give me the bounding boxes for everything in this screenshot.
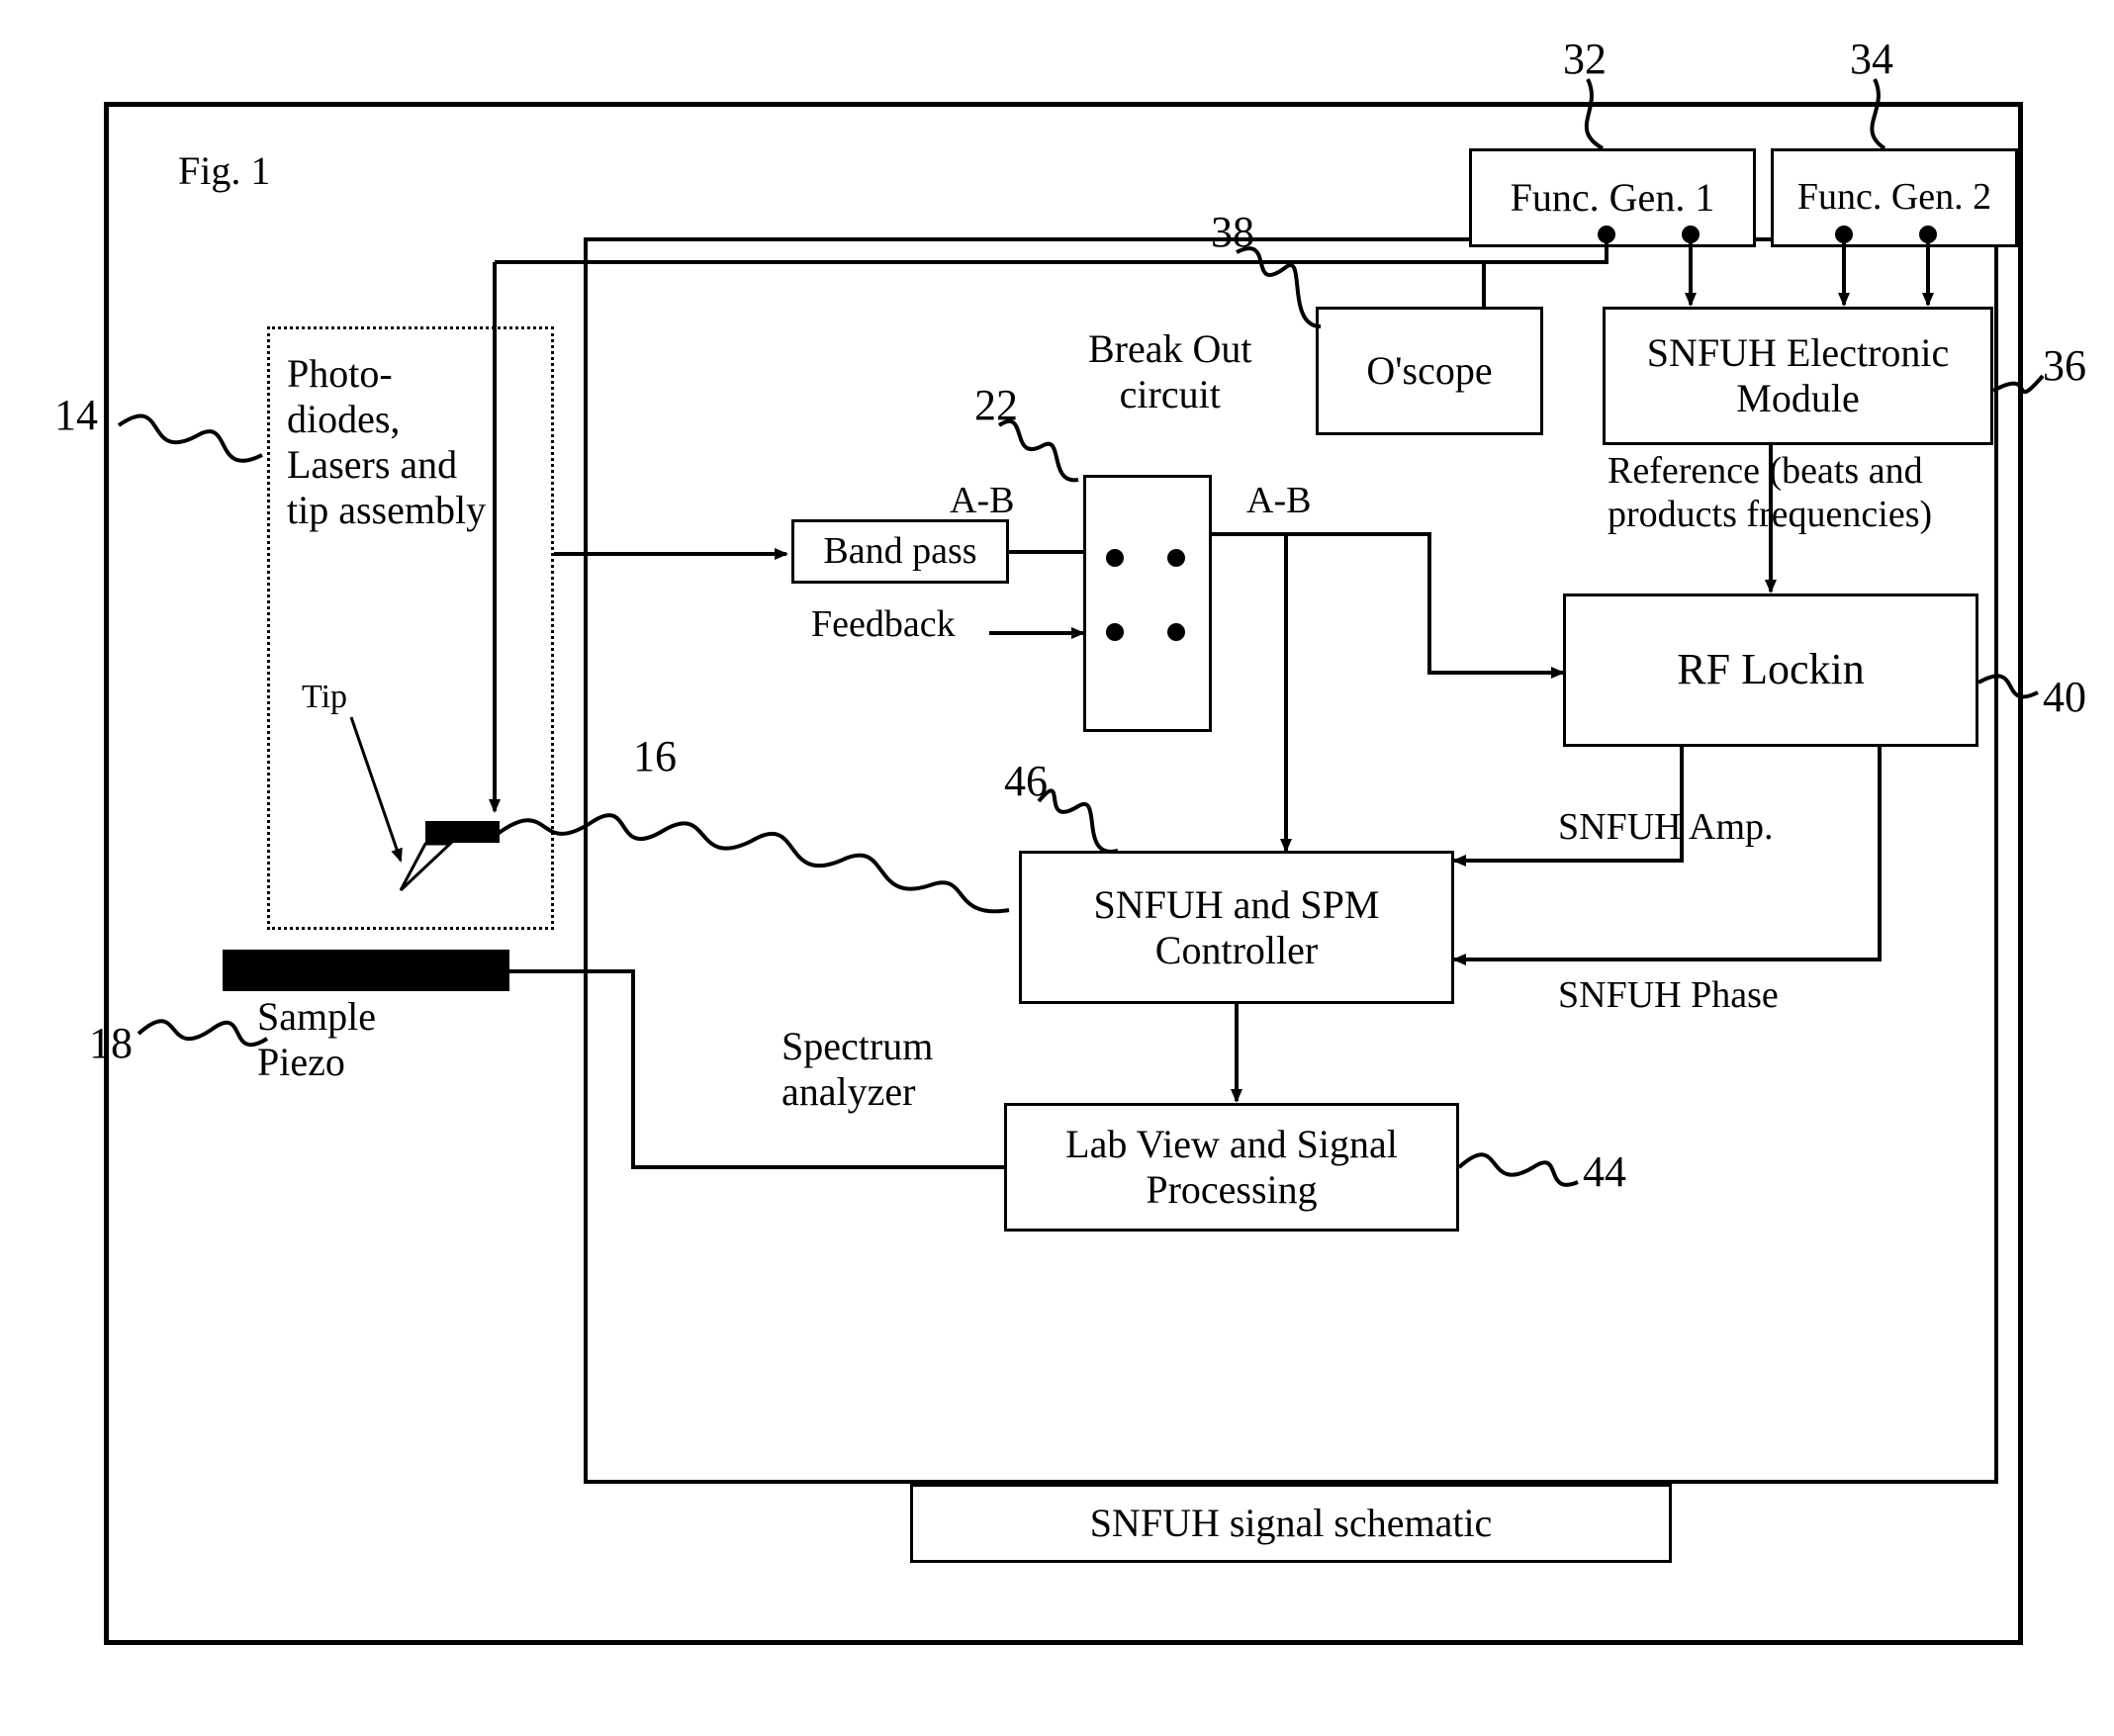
funcgen1-label: Func. Gen. 1: [1511, 175, 1715, 221]
funcgen2-label: Func. Gen. 2: [1797, 176, 1991, 220]
bandpass-box: Band pass: [791, 519, 1009, 584]
spectrum-label: Spectrum analyzer: [781, 1024, 933, 1115]
port-dot: [1106, 623, 1124, 641]
ref-44: 44: [1583, 1147, 1626, 1198]
port-dot: [1919, 226, 1937, 243]
ref-16: 16: [633, 732, 677, 782]
rflockin-label: RF Lockin: [1677, 645, 1864, 695]
figure-canvas: SNFUH signal schematic Fig. 1 Func. Gen.…: [0, 0, 2114, 1736]
cantilever-chip: [425, 821, 500, 843]
snfuh-module-box: SNFUH Electronic Module: [1603, 307, 1993, 445]
caption-text: SNFUH signal schematic: [1090, 1501, 1493, 1546]
assembly-label: Photo- diodes, Lasers and tip assembly: [287, 351, 486, 533]
port-dot: [1682, 226, 1700, 243]
breakout-label: Break Out circuit: [1088, 326, 1252, 417]
port-dot: [1167, 549, 1185, 567]
labview-label: Lab View and Signal Processing: [1065, 1122, 1398, 1213]
bandpass-label: Band pass: [823, 530, 976, 574]
funcgen2-box: Func. Gen. 2: [1771, 148, 2018, 247]
ab1-label: A-B: [950, 480, 1014, 523]
sample-piezo-rect: [223, 950, 509, 991]
ref-38: 38: [1211, 208, 1254, 258]
reference-label: Reference (beats and products frequencie…: [1608, 450, 1932, 536]
ab2-label: A-B: [1246, 480, 1311, 523]
snfuh-phase-label: SNFUH Phase: [1558, 974, 1779, 1018]
port-dot: [1835, 226, 1853, 243]
sample-piezo-label: Sample Piezo: [257, 994, 376, 1085]
caption-box: SNFUH signal schematic: [910, 1484, 1672, 1563]
feedback-label: Feedback: [811, 603, 956, 647]
rflockin-box: RF Lockin: [1563, 594, 1978, 747]
port-dot: [1106, 549, 1124, 567]
breakout-box: [1083, 475, 1212, 732]
ref-40: 40: [2043, 673, 2086, 723]
controller-label: SNFUH and SPM Controller: [1094, 882, 1380, 973]
snfuh-module-label: SNFUH Electronic Module: [1647, 330, 1950, 421]
port-dot: [1167, 623, 1185, 641]
port-dot: [1598, 226, 1615, 243]
ref-14: 14: [54, 391, 98, 441]
labview-box: Lab View and Signal Processing: [1004, 1103, 1459, 1232]
controller-box: SNFUH and SPM Controller: [1019, 851, 1454, 1004]
oscope-box: O'scope: [1316, 307, 1543, 435]
tip-label: Tip: [302, 678, 347, 716]
ref-32: 32: [1563, 35, 1607, 85]
ref-22: 22: [974, 381, 1018, 431]
ref-34: 34: [1850, 35, 1893, 85]
ref-36: 36: [2043, 341, 2086, 392]
figure-title: Fig. 1: [178, 148, 270, 194]
ref-18: 18: [89, 1019, 133, 1069]
snfuh-amp-label: SNFUH Amp.: [1558, 806, 1774, 850]
ref-46: 46: [1004, 757, 1048, 807]
oscope-label: O'scope: [1366, 348, 1492, 394]
